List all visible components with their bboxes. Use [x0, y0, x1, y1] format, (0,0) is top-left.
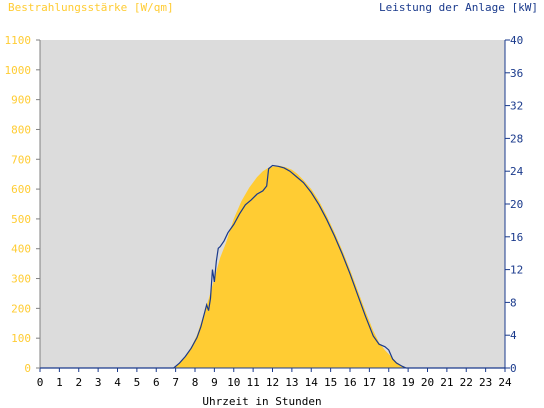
power-line [40, 164, 505, 369]
y-right-tick-label: 32 [510, 100, 523, 113]
y-left-tick-label: 200 [11, 302, 31, 315]
x-tick-label: 18 [382, 376, 395, 389]
x-tick-label: 4 [114, 376, 121, 389]
x-tick-label: 1 [56, 376, 63, 389]
y-left-tick-label: 0 [24, 362, 31, 375]
y-left-tick-label: 300 [11, 273, 31, 286]
power-line-layer [40, 164, 505, 369]
x-tick-label: 13 [285, 376, 298, 389]
y-right-tick-label: 0 [510, 362, 517, 375]
y-right-tick-label: 24 [510, 165, 524, 178]
x-tick-label: 11 [247, 376, 260, 389]
irradiance-area [40, 165, 505, 368]
x-tick-label: 2 [75, 376, 82, 389]
irradiance-area-layer [40, 165, 505, 368]
x-tick-label: 14 [305, 376, 319, 389]
x-tick-label: 12 [266, 376, 279, 389]
left-axis-title: Bestrahlungsstärke [W/qm] [8, 1, 174, 14]
x-tick-label: 10 [227, 376, 240, 389]
x-tick-label: 22 [460, 376, 473, 389]
y-left-tick-label: 400 [11, 243, 31, 256]
right-axis-title: Leistung der Anlage [kW] [379, 1, 538, 14]
y-right-tick-label: 16 [510, 231, 523, 244]
y-right-tick-label: 36 [510, 67, 523, 80]
x-tick-label: 8 [192, 376, 199, 389]
x-tick-label: 24 [498, 376, 512, 389]
y-right-tick-label: 20 [510, 198, 523, 211]
y-left-tick-label: 700 [11, 153, 31, 166]
x-tick-label: 5 [134, 376, 141, 389]
y-left-tick-label: 900 [11, 94, 31, 107]
y-left-tick-label: 600 [11, 183, 31, 196]
tick-layer: 0 1 2 3 4 5 6 7 8 9 10 11 12 13 14 15 16 17 18 19 20 21 22 23 24… [5, 34, 524, 389]
x-tick-label: 7 [172, 376, 179, 389]
y-left-tick-label: 1100 [5, 34, 32, 47]
x-tick-label: 0 [37, 376, 44, 389]
y-left-tick-label: 800 [11, 123, 31, 136]
x-tick-label: 20 [421, 376, 434, 389]
x-tick-label: 16 [343, 376, 356, 389]
y-right-tick-label: 4 [510, 329, 517, 342]
x-tick-label: 6 [153, 376, 160, 389]
y-right-tick-label: 40 [510, 34, 523, 47]
y-right-tick-label: 12 [510, 264, 523, 277]
y-right-tick-label: 28 [510, 132, 523, 145]
x-tick-label: 15 [324, 376, 337, 389]
y-left-tick-label: 500 [11, 213, 31, 226]
y-right-tick-label: 8 [510, 296, 517, 309]
x-tick-label: 23 [479, 376, 492, 389]
y-left-tick-label: 1000 [5, 64, 32, 77]
x-tick-label: 21 [440, 376, 453, 389]
x-tick-label: 19 [402, 376, 415, 389]
x-axis-title: Uhrzeit in Stunden [202, 395, 321, 408]
y-left-tick-label: 100 [11, 332, 31, 345]
x-tick-label: 3 [95, 376, 102, 389]
x-tick-label: 17 [363, 376, 376, 389]
x-tick-label: 9 [211, 376, 218, 389]
